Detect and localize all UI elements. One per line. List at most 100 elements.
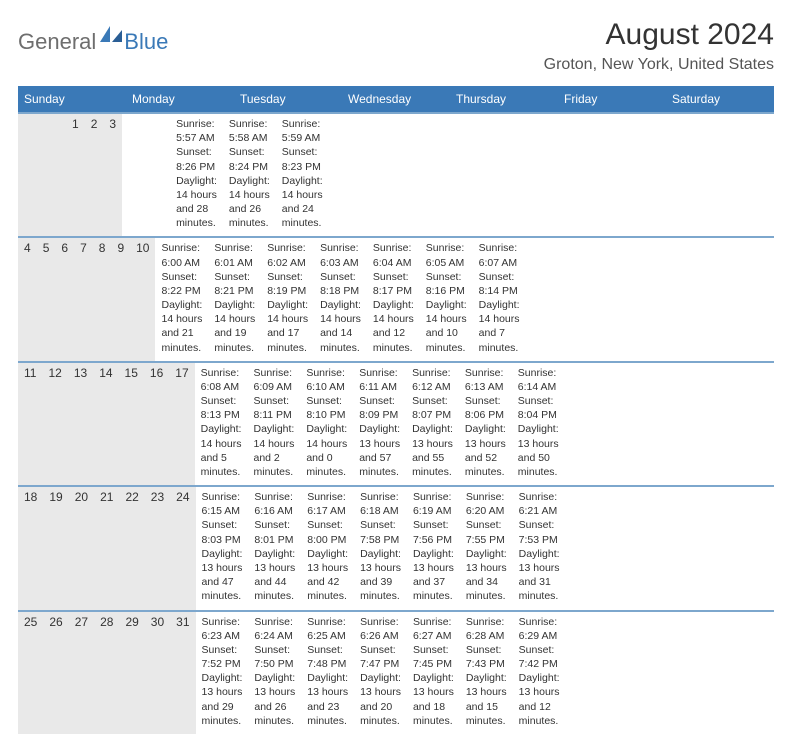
day-content-line: and 0 minutes. (306, 451, 347, 479)
day-content-line: Daylight: 13 hours (202, 671, 243, 699)
day-content-line: and 20 minutes. (360, 700, 401, 728)
day-content (146, 114, 158, 236)
day-content: Sunrise: 5:57 AMSunset: 8:26 PMDaylight:… (170, 114, 223, 236)
day-content-line: Sunset: 7:52 PM (202, 643, 243, 671)
day-content-line: and 55 minutes. (412, 451, 453, 479)
day-content-line: and 14 minutes. (320, 326, 361, 354)
day-content-line: Sunset: 7:48 PM (307, 643, 348, 671)
day-number (42, 114, 54, 236)
day-content-line: Sunset: 8:14 PM (479, 270, 520, 298)
week-row: 18192021222324Sunrise: 6:15 AMSunset: 8:… (18, 485, 774, 609)
day-content-line: Sunset: 7:58 PM (360, 518, 401, 546)
day-content-line: Sunrise: 6:05 AM (426, 241, 467, 269)
day-content-line: Sunrise: 6:03 AM (320, 241, 361, 269)
day-content-line: Sunrise: 6:27 AM (413, 615, 454, 643)
day-content: Sunrise: 6:29 AMSunset: 7:42 PMDaylight:… (513, 612, 566, 734)
day-content-line: and 31 minutes. (519, 575, 560, 603)
day-content: Sunrise: 6:08 AMSunset: 8:13 PMDaylight:… (195, 363, 248, 485)
day-content-line: Sunrise: 5:59 AM (282, 117, 323, 145)
day-content: Sunrise: 6:17 AMSunset: 8:00 PMDaylight:… (301, 487, 354, 609)
day-number (30, 114, 42, 236)
daynum-band: 45678910 (18, 238, 155, 360)
daynum-band: 25262728293031 (18, 612, 196, 734)
day-number: 17 (169, 363, 194, 485)
day-content: Sunrise: 6:12 AMSunset: 8:07 PMDaylight:… (406, 363, 459, 485)
week-row: 45678910Sunrise: 6:00 AMSunset: 8:22 PMD… (18, 236, 774, 360)
day-content-line: and 34 minutes. (466, 575, 507, 603)
day-content-line: Sunset: 8:13 PM (201, 394, 242, 422)
day-content-line: Sunrise: 6:08 AM (201, 366, 242, 394)
logo-text-general: General (18, 29, 96, 55)
day-content-line: Sunset: 7:43 PM (466, 643, 507, 671)
day-content-line: and 47 minutes. (202, 575, 243, 603)
location: Groton, New York, United States (544, 56, 774, 74)
day-content-line: and 42 minutes. (307, 575, 348, 603)
day-content-line: Sunset: 8:09 PM (359, 394, 400, 422)
day-content: Sunrise: 6:07 AMSunset: 8:14 PMDaylight:… (473, 238, 526, 360)
day-content-line: and 23 minutes. (307, 700, 348, 728)
day-content-line: Daylight: 14 hours (320, 298, 361, 326)
day-content-line: Sunset: 7:50 PM (254, 643, 295, 671)
day-content-line: Sunset: 7:42 PM (519, 643, 560, 671)
day-content-line: Daylight: 14 hours (229, 174, 270, 202)
day-content-line: and 10 minutes. (426, 326, 467, 354)
day-content: Sunrise: 5:58 AMSunset: 8:24 PMDaylight:… (223, 114, 276, 236)
day-content-line: Sunset: 7:56 PM (413, 518, 454, 546)
day-content-line: Sunrise: 6:13 AM (465, 366, 506, 394)
day-content-line: Sunrise: 6:11 AM (359, 366, 400, 394)
day-content-line: Daylight: 14 hours (253, 422, 294, 450)
day-content-line: Sunrise: 6:12 AM (412, 366, 453, 394)
day-content-line: Daylight: 13 hours (307, 547, 348, 575)
day-content-line: Daylight: 14 hours (426, 298, 467, 326)
day-content-line: and 17 minutes. (267, 326, 308, 354)
day-content-line: Sunrise: 6:04 AM (373, 241, 414, 269)
weekday-header: Tuesday (234, 86, 342, 112)
day-content-line: Sunset: 7:47 PM (360, 643, 401, 671)
day-content-line: and 12 minutes. (519, 700, 560, 728)
day-content-line: Daylight: 13 hours (466, 547, 507, 575)
day-content-line: Sunset: 8:19 PM (267, 270, 308, 298)
day-content: Sunrise: 5:59 AMSunset: 8:23 PMDaylight:… (276, 114, 329, 236)
day-content: Sunrise: 6:00 AMSunset: 8:22 PMDaylight:… (155, 238, 208, 360)
day-content-line: Daylight: 14 hours (373, 298, 414, 326)
day-content-line: Sunrise: 6:24 AM (254, 615, 295, 643)
content-band: Sunrise: 5:57 AMSunset: 8:26 PMDaylight:… (122, 114, 329, 236)
day-content-line: Daylight: 13 hours (254, 671, 295, 699)
day-number: 6 (55, 238, 74, 360)
day-content-line: and 21 minutes. (161, 326, 202, 354)
day-content: Sunrise: 6:23 AMSunset: 7:52 PMDaylight:… (196, 612, 249, 734)
week-row: 11121314151617Sunrise: 6:08 AMSunset: 8:… (18, 361, 774, 485)
day-content: Sunrise: 6:10 AMSunset: 8:10 PMDaylight:… (300, 363, 353, 485)
day-number: 5 (37, 238, 56, 360)
day-content-line: Sunset: 7:53 PM (519, 518, 560, 546)
weekday-header: Thursday (450, 86, 558, 112)
day-number: 2 (85, 114, 104, 236)
day-content-line: Sunrise: 6:09 AM (253, 366, 294, 394)
day-number: 24 (170, 487, 195, 609)
day-number: 16 (144, 363, 169, 485)
weekday-header: Sunday (18, 86, 126, 112)
day-content-line: Sunset: 8:07 PM (412, 394, 453, 422)
day-content-line: Sunset: 8:16 PM (426, 270, 467, 298)
day-content: Sunrise: 6:28 AMSunset: 7:43 PMDaylight:… (460, 612, 513, 734)
title-block: August 2024 Groton, New York, United Sta… (544, 18, 774, 74)
day-content-line: Sunset: 7:45 PM (413, 643, 454, 671)
day-content-line: Sunset: 8:24 PM (229, 145, 270, 173)
day-content: Sunrise: 6:19 AMSunset: 7:56 PMDaylight:… (407, 487, 460, 609)
day-content-line: Daylight: 14 hours (479, 298, 520, 326)
day-content-line: Daylight: 14 hours (161, 298, 202, 326)
day-content: Sunrise: 6:01 AMSunset: 8:21 PMDaylight:… (208, 238, 261, 360)
day-content: Sunrise: 6:02 AMSunset: 8:19 PMDaylight:… (261, 238, 314, 360)
day-content-line: Sunrise: 6:07 AM (479, 241, 520, 269)
day-number: 10 (130, 238, 155, 360)
day-content-line: Daylight: 13 hours (360, 547, 401, 575)
day-number: 25 (18, 612, 43, 734)
day-content: Sunrise: 6:16 AMSunset: 8:01 PMDaylight:… (248, 487, 301, 609)
header: General Blue August 2024 Groton, New Yor… (18, 18, 774, 74)
day-content-line: Daylight: 14 hours (214, 298, 255, 326)
day-number: 15 (119, 363, 144, 485)
day-content-line: and 57 minutes. (359, 451, 400, 479)
day-content-line: and 24 minutes. (282, 202, 323, 230)
day-content-line: and 37 minutes. (413, 575, 454, 603)
day-number: 13 (68, 363, 93, 485)
